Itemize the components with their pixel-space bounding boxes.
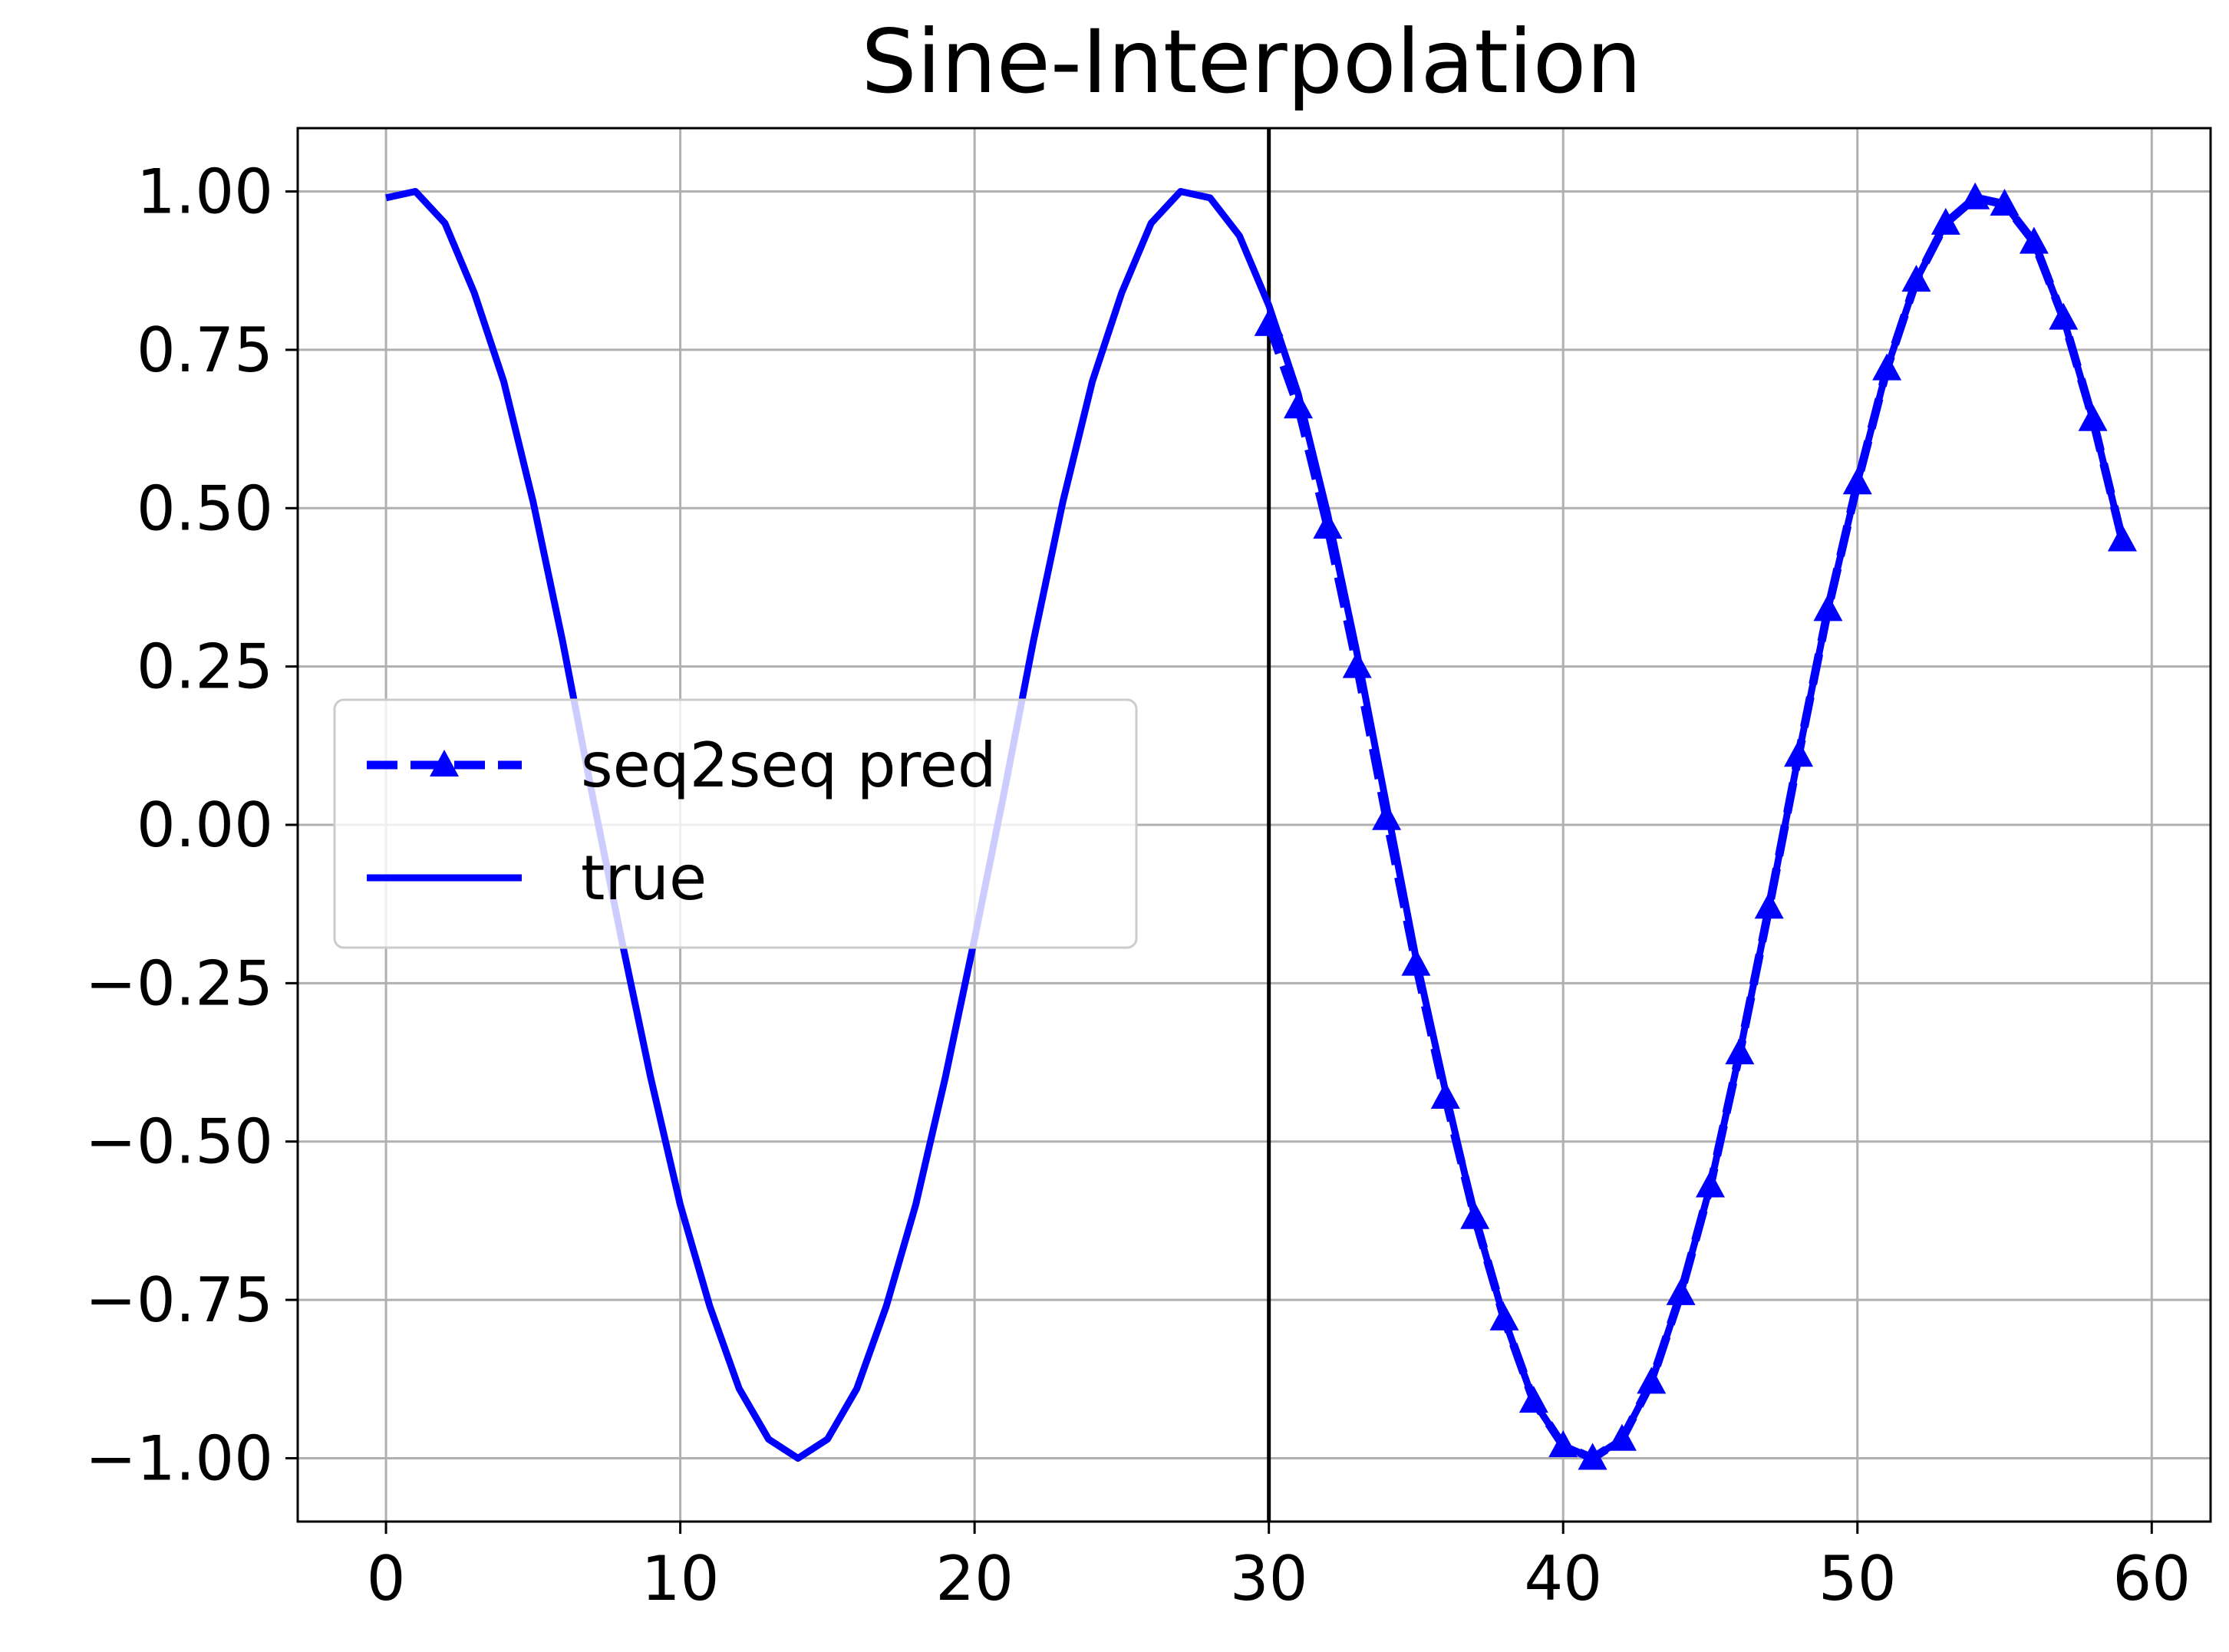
series-layer [385,182,2137,1470]
point-marker [1578,1443,1607,1470]
y-tick-label: 0.00 [137,790,273,861]
tick-labels: 0 10 20 30 40 50 60 1.00 0.75 0.50 0.25 0.00 −0.25 −0… [85,157,2191,1614]
point-marker [1313,512,1343,539]
y-tick-label: −0.75 [85,1265,273,1336]
point-marker [1842,467,1872,495]
point-marker [1254,308,1284,336]
point-marker [1960,182,1990,209]
x-tick-label: 40 [1524,1543,1602,1614]
x-tick-label: 10 [641,1543,720,1614]
y-tick-label: −0.50 [85,1106,273,1178]
legend-box [333,698,1138,949]
point-marker [1284,391,1314,419]
x-tick-label: 0 [367,1543,406,1614]
legend-marker-seq2seq-pred [430,750,459,777]
point-marker [1695,1170,1725,1198]
point-marker [1430,1081,1460,1109]
point-marker [1813,594,1843,622]
y-tick-label: 1.00 [137,157,273,228]
point-marker [1754,892,1784,919]
point-marker [1666,1278,1696,1305]
y-tick-label: −0.25 [85,948,273,1019]
point-marker [1489,1303,1519,1331]
y-tick-label: 0.25 [137,631,273,703]
x-tick-label: 20 [935,1543,1014,1614]
legend-label-true: true [581,842,707,914]
y-tick-label: −1.00 [85,1423,273,1494]
legend-label-seq2seq-pred: seq2seq pred [581,730,997,801]
point-marker [1342,651,1372,678]
point-marker [1460,1202,1490,1229]
y-tick-label: 0.75 [137,315,273,386]
point-marker [1372,803,1402,830]
chart-title: Sine-Interpolation [861,11,1641,113]
point-marker [2019,226,2049,254]
point-marker [1637,1367,1667,1394]
point-marker [1872,353,1902,381]
y-tick-label: 0.50 [137,473,273,544]
point-marker [1548,1429,1578,1457]
point-marker [1607,1423,1637,1451]
point-marker [1401,948,1431,976]
point-marker [1518,1386,1548,1413]
x-tick-label: 50 [1818,1543,1897,1614]
legend: seq2seq pred true [333,698,1138,949]
grid [298,128,2211,1522]
x-tick-label: 30 [1230,1543,1308,1614]
point-marker [2107,524,2137,552]
point-marker [2078,404,2108,431]
point-marker [1901,265,1931,292]
point-marker [1784,740,1814,767]
point-marker [2049,302,2079,330]
point-marker [1931,207,1960,235]
point-marker [1725,1037,1755,1065]
x-tick-label: 60 [2112,1543,2191,1614]
point-marker [1990,189,2020,216]
